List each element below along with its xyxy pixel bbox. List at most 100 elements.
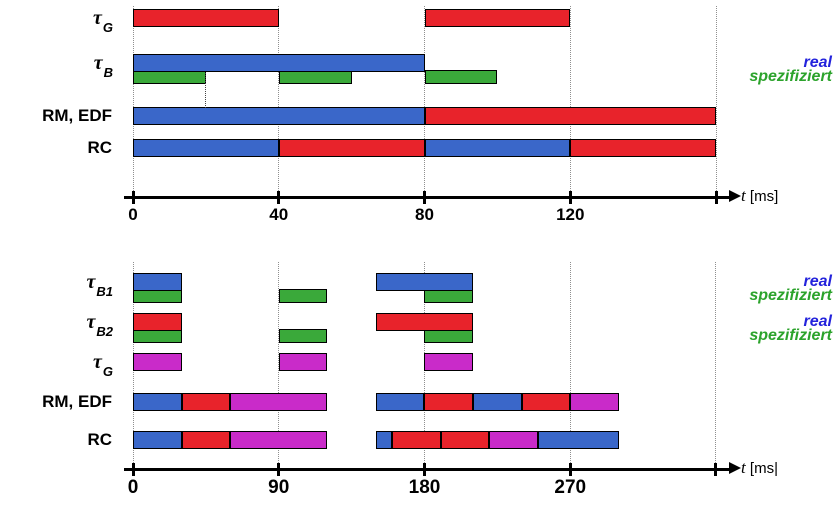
- tick-label-90: 90: [268, 477, 290, 498]
- axis-tick: [423, 191, 426, 204]
- axis-unit-text: [ms]: [749, 188, 779, 205]
- task-bar-rm-edf: [424, 107, 716, 125]
- row-label-rmedf: RM, EDF: [42, 392, 112, 411]
- task-bar-rm-edf: [133, 393, 182, 411]
- row-label-tauB_real: τB: [4, 52, 113, 81]
- tick-label-80: 80: [415, 205, 434, 224]
- gridline: [424, 6, 425, 197]
- row-label-tauB2_real: τB2: [4, 311, 113, 340]
- tick-label-270: 270: [554, 477, 587, 498]
- axis-arrowhead-icon: [729, 462, 741, 474]
- task-bar-rc: [133, 139, 279, 157]
- task-bar-rc: [230, 431, 328, 449]
- gridline: [715, 6, 717, 197]
- task-bar-rm-edf: [473, 393, 522, 411]
- task-bar-tauB2-spez: [133, 329, 182, 343]
- axis-tick: [422, 463, 426, 476]
- legend-real: real: [803, 313, 832, 330]
- tick-label-40: 40: [269, 205, 289, 224]
- task-bar-rm-edf: [375, 393, 425, 411]
- legend-real: real: [803, 273, 832, 290]
- task-bar-tauB-spez: [424, 70, 498, 84]
- task-bar-rc: [278, 139, 425, 157]
- task-bar-tauB-spez: [278, 70, 352, 84]
- axis-tick: [568, 191, 572, 204]
- task-bar-tauB1-spez: [424, 289, 474, 303]
- row-label-rc: RC: [87, 138, 112, 157]
- row-label-rmedf: RM, EDF: [42, 106, 112, 125]
- task-bar-rc: [489, 431, 538, 449]
- legend-real: real: [803, 54, 832, 71]
- row-label-tauB1_real: τB1: [4, 271, 113, 300]
- row-label-tauG: τG: [4, 351, 113, 380]
- axis-tick: [714, 463, 718, 476]
- task-bar-tauB2-real: [375, 313, 474, 331]
- task-bar-tauG: [278, 353, 328, 371]
- tick-label-0: 0: [128, 205, 138, 224]
- tau-subscript: B: [103, 65, 113, 81]
- gridline: [569, 6, 571, 197]
- task-bar-tauB1-real: [375, 273, 474, 291]
- task-bar-rc: [440, 431, 490, 449]
- tau-subscript: G: [102, 20, 113, 36]
- axis-tick: [277, 463, 281, 476]
- task-bar-rm-edf: [230, 393, 328, 411]
- task-bar-rm-edf: [181, 393, 231, 411]
- axis-tick: [131, 463, 135, 476]
- time-axis: [124, 468, 731, 471]
- tau-symbol: τ: [92, 7, 102, 29]
- axis-time-variable: t: [741, 186, 746, 205]
- axis-tick: [568, 463, 572, 476]
- task-bar-tauB-real: [133, 54, 425, 72]
- task-bar-rm-edf: [133, 107, 425, 125]
- task-bar-rm-edf: [570, 393, 619, 411]
- deadline-marker: [205, 73, 207, 108]
- axis-time-variable: t: [741, 458, 746, 477]
- axis-unit-label: t [ms]: [741, 186, 778, 206]
- task-bar-tauB2-real: [133, 313, 182, 331]
- task-bar-rc: [375, 431, 393, 449]
- task-bar-tauG: [424, 353, 474, 371]
- task-bar-tauG: [424, 9, 571, 27]
- tau-subscript: G: [102, 364, 113, 380]
- axis-tick: [131, 191, 135, 204]
- tau-symbol: τ: [92, 351, 102, 373]
- tick-label-120: 120: [556, 205, 585, 224]
- task-bar-tauG: [133, 9, 279, 27]
- task-bar-tauB-spez: [133, 70, 206, 84]
- gridline: [278, 6, 280, 197]
- axis-arrowhead-icon: [729, 190, 741, 202]
- task-bar-rc: [424, 139, 571, 157]
- axis-unit-text: [ms|: [749, 460, 778, 477]
- task-bar-rc: [392, 431, 441, 449]
- task-bar-rc: [133, 431, 182, 449]
- tau-subscript: B1: [96, 284, 113, 300]
- gridline: [569, 262, 571, 469]
- task-bar-tauB2-spez: [278, 329, 328, 343]
- row-label-rc: RC: [87, 430, 112, 449]
- legend-spezifiziert: spezifiziert: [749, 327, 832, 344]
- tick-label-0: 0: [127, 477, 139, 498]
- gridline: [132, 6, 134, 197]
- axis-tick: [277, 191, 281, 204]
- row-label-tauG: τG: [4, 7, 113, 36]
- task-bar-tauB1-real: [133, 273, 182, 291]
- task-bar-rm-edf: [521, 393, 571, 411]
- task-bar-tauB1-spez: [133, 289, 182, 303]
- tau-symbol: τ: [93, 52, 103, 74]
- axis-unit-label: t [ms|: [741, 458, 778, 478]
- tau-subscript: B2: [96, 324, 113, 340]
- task-bar-tauB2-spez: [424, 329, 474, 343]
- task-bar-rc: [181, 431, 231, 449]
- task-bar-rc: [570, 139, 716, 157]
- legend-spezifiziert: spezifiziert: [749, 68, 832, 85]
- task-bar-rm-edf: [424, 393, 474, 411]
- gridline: [715, 262, 717, 469]
- axis-tick: [714, 191, 718, 204]
- tau-symbol: τ: [86, 311, 96, 333]
- task-bar-rc: [537, 431, 619, 449]
- tau-symbol: τ: [86, 271, 96, 293]
- tick-label-180: 180: [408, 477, 441, 498]
- task-bar-tauG: [133, 353, 182, 371]
